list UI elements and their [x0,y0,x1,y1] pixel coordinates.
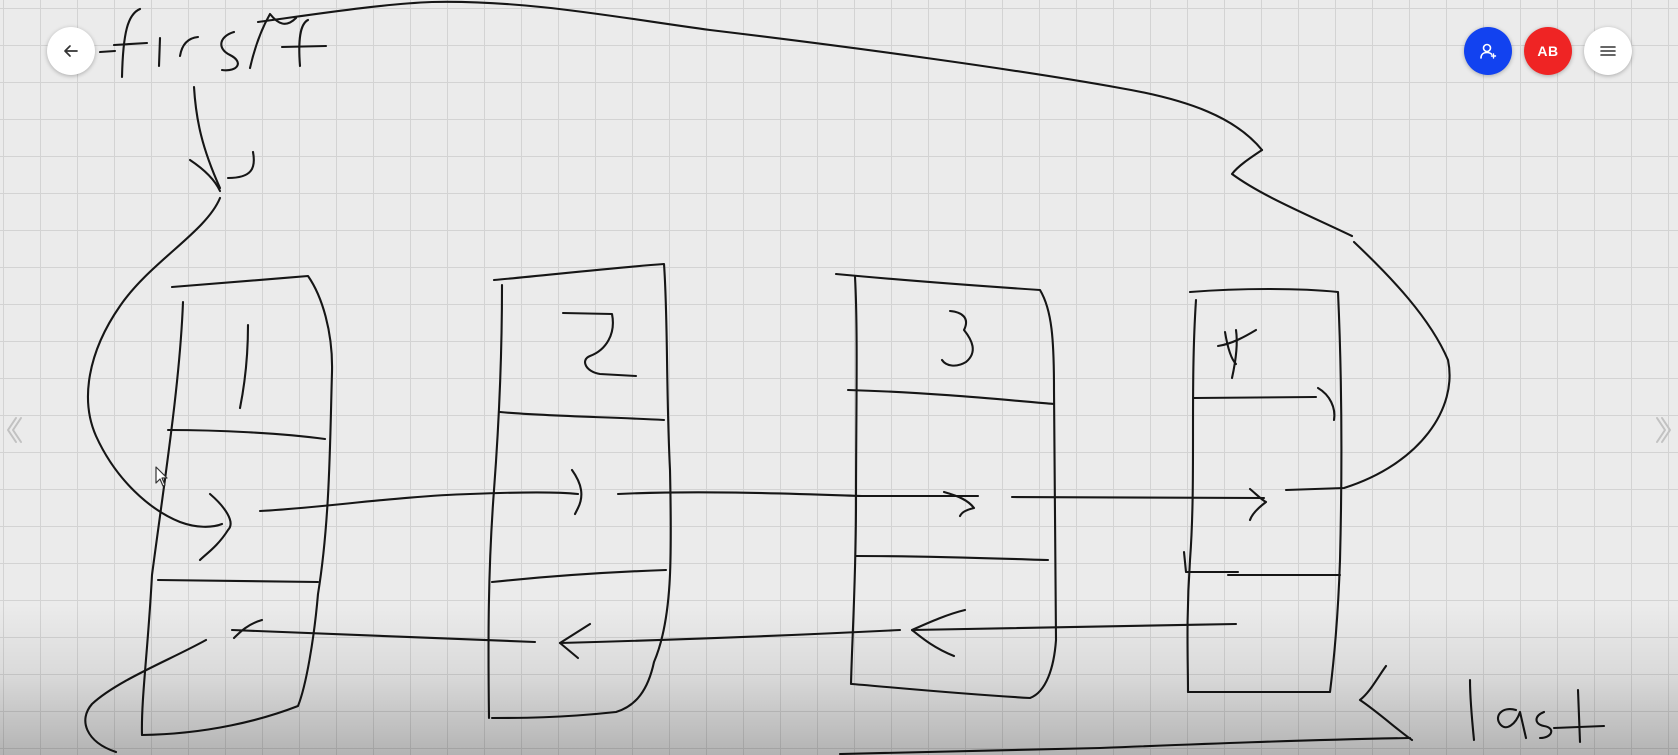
user-avatar-button[interactable]: AB [1524,27,1572,75]
person-icon [1480,43,1497,59]
avatar-initials: AB [1537,43,1559,59]
hamburger-menu-icon [1600,46,1616,56]
node-1-box [84,274,580,754]
node-2-box [487,262,980,720]
first-pointer-arrow [188,85,255,193]
mouse-cursor-icon [155,466,168,487]
chevron-left-icon [7,417,22,443]
label-first-handwriting [98,7,328,79]
node-4-box [1182,287,1343,694]
node-3-box [834,272,1266,700]
chevron-right-icon [1656,417,1671,443]
prev-page-button[interactable] [3,412,25,448]
label-last-handwriting [838,664,1606,755]
last-to-first-curve [256,0,1451,492]
node1-left-loop [86,196,224,528]
next-page-button[interactable] [1653,412,1675,448]
back-button[interactable] [47,27,95,75]
menu-button[interactable] [1584,27,1632,75]
user-invite-button[interactable] [1464,27,1512,75]
arrow-left-icon [64,45,78,57]
